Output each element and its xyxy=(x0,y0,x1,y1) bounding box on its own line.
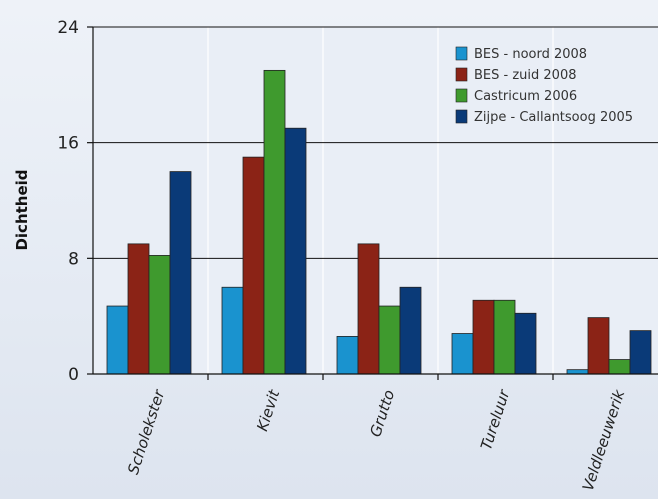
bars xyxy=(106,69,652,375)
x-tick-label: Grutto xyxy=(366,388,398,439)
legend-swatch xyxy=(455,88,468,103)
bar xyxy=(221,286,244,375)
bar xyxy=(263,69,286,375)
bar xyxy=(242,156,265,375)
bar xyxy=(493,299,516,375)
bar xyxy=(399,286,422,375)
y-axis-label: Dichtheid xyxy=(13,169,31,250)
bar xyxy=(106,305,129,375)
bar xyxy=(148,255,171,375)
bar xyxy=(284,127,307,375)
legend-entry: BES - noord 2008 xyxy=(474,47,587,62)
legend-swatch xyxy=(455,109,468,124)
bar xyxy=(378,305,401,375)
bar xyxy=(472,299,495,375)
legend-entry: Castricum 2006 xyxy=(474,89,577,104)
bar xyxy=(629,330,652,375)
bar xyxy=(608,359,631,375)
y-tick-label: 8 xyxy=(68,249,79,269)
legend-entry: Zijpe - Callantsoog 2005 xyxy=(474,110,633,125)
bar xyxy=(357,243,380,375)
bar xyxy=(336,336,359,375)
legend: BES - noord 2008 BES - zuid 2008 Castricum… xyxy=(455,46,633,125)
x-tick-label: Veldleeuwerik xyxy=(579,386,629,493)
bar xyxy=(587,317,610,375)
x-tick-labels: Scholekster Kievit Grutto Tureluur Veldleeuw… xyxy=(124,386,629,493)
x-tick-label: Kievit xyxy=(253,387,283,434)
bar xyxy=(127,243,150,375)
y-tick-labels: 0 8 16 24 xyxy=(57,18,79,385)
y-tick-label: 24 xyxy=(57,18,79,38)
x-tick-label: Scholekster xyxy=(124,387,168,477)
legend-swatch xyxy=(455,46,468,61)
y-tick-label: 0 xyxy=(68,365,79,385)
legend-entry: BES - zuid 2008 xyxy=(474,68,576,83)
y-tick-label: 16 xyxy=(57,134,79,154)
legend-swatch xyxy=(455,67,468,82)
x-tick-label: Tureluur xyxy=(477,387,514,452)
axes xyxy=(87,26,658,380)
bar xyxy=(451,333,474,375)
bar xyxy=(169,171,192,375)
bar xyxy=(514,312,537,375)
bar xyxy=(566,369,589,375)
grid-lines xyxy=(93,26,658,374)
